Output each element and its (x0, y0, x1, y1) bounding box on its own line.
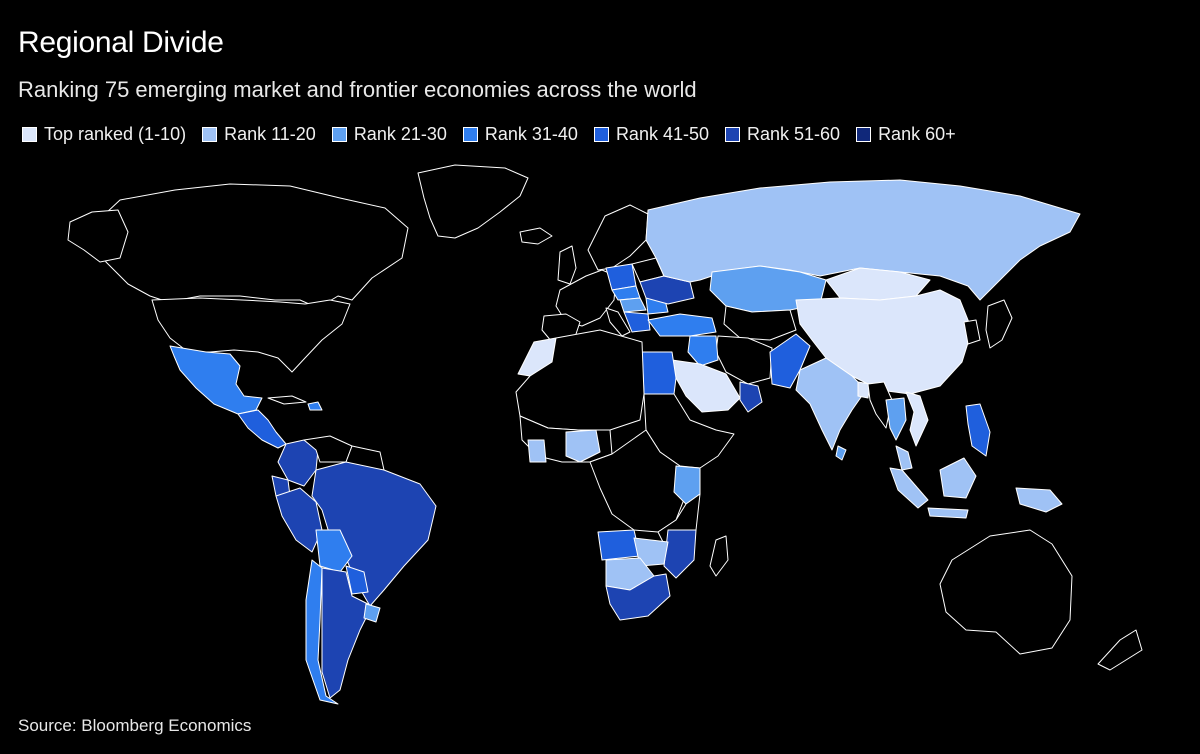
legend: Top ranked (1-10) Rank 11-20 Rank 21-30 … (22, 124, 972, 145)
china (795, 289, 973, 395)
central-america (237, 409, 287, 449)
greenland (417, 164, 529, 239)
ghana (527, 439, 547, 463)
legend-label: Rank 31-40 (484, 124, 578, 144)
bangladesh (857, 381, 871, 399)
brazil (311, 461, 437, 607)
central-asia (723, 305, 797, 341)
indonesia-sumatra (889, 467, 929, 509)
legend-label: Top ranked (1-10) (44, 124, 187, 144)
legend-label: Rank 21-30 (353, 124, 447, 144)
world-map (67, 164, 1143, 705)
source-note: Source: Bloomberg Economics (18, 716, 252, 735)
iraq (687, 335, 719, 367)
iceland (519, 227, 553, 245)
chart-title: Regional Divide (18, 26, 224, 59)
turkey (647, 313, 717, 337)
mexico (169, 345, 263, 415)
japan (985, 299, 1013, 349)
legend-item-rank-60-plus: Rank 60+ (856, 124, 956, 145)
legend-swatch (725, 127, 740, 142)
alaska (67, 209, 129, 263)
uruguay (363, 603, 381, 623)
paraguay (345, 565, 369, 595)
canada (89, 183, 409, 309)
south-korea (963, 319, 981, 345)
balkans (623, 311, 651, 333)
sri-lanka (835, 445, 847, 461)
legend-item-rank-41-50: Rank 41-50 (593, 124, 709, 145)
legend-swatch (856, 127, 872, 142)
myanmar (867, 381, 893, 429)
chile (305, 559, 339, 705)
poland (605, 263, 637, 291)
indonesia-java (927, 507, 969, 519)
malaysia (895, 445, 913, 471)
vietnam (905, 391, 929, 447)
australia (939, 529, 1073, 655)
legend-swatch (593, 127, 609, 142)
thailand (885, 397, 907, 441)
scandinavia (587, 204, 649, 271)
italy (605, 307, 631, 337)
indonesia-borneo (939, 457, 977, 499)
bolivia (315, 529, 353, 573)
legend-label: Rank 11-20 (224, 124, 316, 144)
legend-swatch (462, 127, 478, 142)
legend-swatch (331, 127, 347, 142)
oman (739, 381, 763, 413)
legend-label: Rank 41-50 (615, 124, 709, 144)
legend-swatch (202, 127, 218, 142)
new-zealand (1097, 629, 1143, 671)
zambia (633, 537, 669, 567)
legend-item-rank-21-30: Rank 21-30 (331, 124, 447, 145)
nigeria (565, 429, 601, 463)
angola (597, 529, 641, 561)
madagascar (709, 535, 729, 577)
mozambique (663, 529, 697, 579)
indonesia-east (1015, 487, 1063, 513)
russia (645, 179, 1081, 301)
india (795, 357, 867, 451)
legend-label: Rank 51-60 (747, 124, 841, 144)
argentina (321, 567, 373, 699)
legend-item-rank-31-40: Rank 31-40 (462, 124, 578, 145)
united-kingdom (557, 245, 577, 285)
dominican-republic (307, 401, 323, 411)
egypt (641, 351, 677, 395)
south-africa (605, 573, 671, 621)
philippines (965, 403, 991, 457)
legend-label: Rank 60+ (878, 124, 956, 144)
legend-item-rank-51-60: Rank 51-60 (725, 124, 840, 145)
central-africa (589, 429, 687, 533)
hungary (619, 297, 647, 313)
legend-item-top-ranked: Top ranked (1-10) (22, 124, 186, 145)
saudi-arabia (671, 359, 741, 413)
chart-subtitle: Ranking 75 emerging market and frontier … (18, 77, 697, 102)
legend-item-rank-11-20: Rank 11-20 (202, 124, 316, 145)
cuba (267, 395, 307, 405)
legend-swatch (22, 127, 37, 142)
